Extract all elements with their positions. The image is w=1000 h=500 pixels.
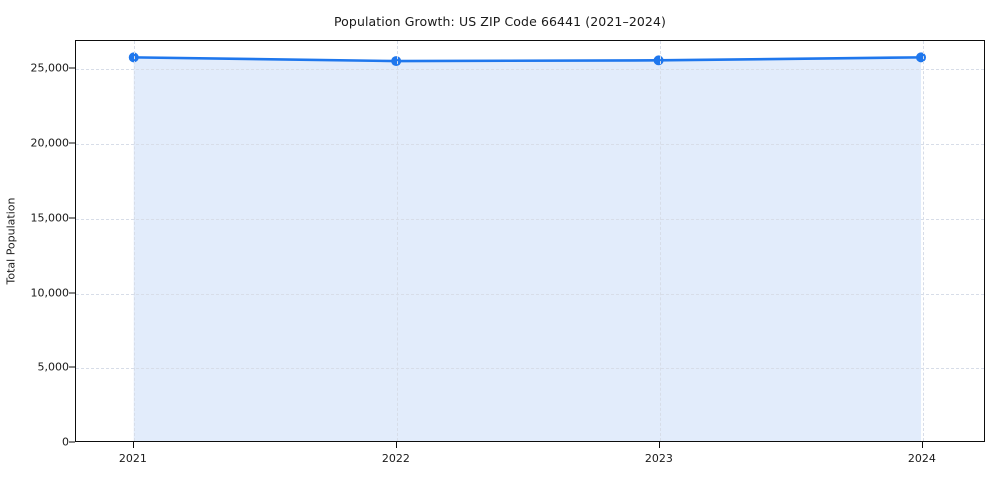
y-tick-mark <box>69 217 75 219</box>
data-point-marker[interactable] <box>653 55 664 66</box>
y-tick-mark <box>69 366 75 368</box>
gridline-vertical <box>659 41 661 441</box>
x-tick-label: 2023 <box>644 452 673 465</box>
y-tick-mark <box>69 441 75 443</box>
series-line-population <box>128 52 927 441</box>
data-point-marker[interactable] <box>391 56 402 67</box>
y-tick-label: 0 <box>62 435 69 449</box>
gridline-horizontal <box>76 69 984 71</box>
x-tick-mark <box>132 442 134 448</box>
gridline-horizontal <box>76 144 984 146</box>
gridline-horizontal <box>76 218 984 220</box>
y-tick-label: 20,000 <box>30 136 70 150</box>
chart-title: Population Growth: US ZIP Code 66441 (20… <box>333 14 667 29</box>
x-tick-label: 2021 <box>118 452 147 465</box>
y-tick-mark <box>69 142 75 144</box>
y-tick-mark <box>69 67 75 69</box>
gridline-horizontal <box>76 368 984 370</box>
data-point-marker[interactable] <box>916 52 927 63</box>
gridline-vertical <box>922 41 924 441</box>
y-tick-label: 10,000 <box>30 286 70 300</box>
gridline-horizontal <box>76 293 984 295</box>
y-tick-mark <box>69 292 75 294</box>
x-tick-mark <box>921 442 923 448</box>
data-point-marker[interactable] <box>128 52 139 63</box>
line-population <box>132 56 923 63</box>
x-tick-mark <box>395 442 397 448</box>
y-axis-ticks: 0 5,000 10,000 15,000 20,000 25,000 <box>0 0 70 500</box>
x-tick-mark <box>658 442 660 448</box>
plot-area <box>75 40 985 442</box>
area-fill-population <box>133 57 922 441</box>
y-tick-label: 5,000 <box>37 360 70 374</box>
x-tick-label: 2022 <box>381 452 410 465</box>
gridline-vertical <box>396 41 398 441</box>
x-tick-label: 2024 <box>907 452 936 465</box>
y-tick-label: 25,000 <box>30 61 70 75</box>
gridline-vertical <box>133 41 135 441</box>
y-tick-label: 15,000 <box>30 211 70 225</box>
